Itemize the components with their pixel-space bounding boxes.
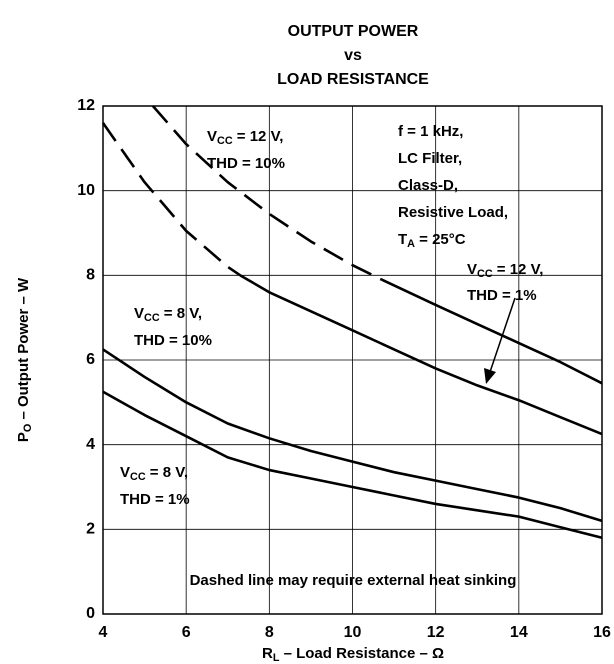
label: THD = 10% (134, 332, 212, 349)
chart-title: OUTPUT POWER (288, 23, 419, 40)
arrow-head (484, 368, 496, 384)
text-part: f = 1 kHz, (398, 123, 463, 140)
subscript: O (22, 424, 34, 432)
text-part: = 8 V, (160, 305, 202, 322)
line-series (102, 390, 603, 540)
text-part: V (120, 464, 130, 481)
x-tick-label: 10 (344, 624, 362, 641)
y-tick-label: 12 (77, 97, 95, 114)
label: VCC = 8 V, (120, 464, 188, 483)
label: THD = 1% (120, 491, 190, 508)
label: Dashed line may require external heat si… (190, 572, 517, 589)
x-tick-label: 14 (510, 624, 528, 641)
y-tick-label: 10 (77, 182, 95, 199)
label: Resistive Load, (398, 204, 508, 221)
label: PO – Output Power – W (15, 277, 34, 442)
line-series (381, 278, 603, 385)
y-tick-label: 2 (86, 521, 95, 538)
text-part: P (15, 432, 32, 442)
label: VCC = 12 V, (467, 261, 543, 280)
text-part: = 12 V, (233, 128, 284, 145)
label: TA = 25°C (398, 231, 466, 250)
label: f = 1 kHz, (398, 123, 463, 140)
text-part: THD = 10% (207, 155, 285, 172)
text-part: V (467, 261, 477, 278)
line-series (102, 348, 603, 523)
chart-title: LOAD RESISTANCE (277, 71, 429, 88)
line-series (151, 105, 383, 281)
text-part: LC Filter, (398, 150, 462, 167)
text-part: = 8 V, (146, 464, 188, 481)
chart-title: vs (344, 47, 362, 64)
text-part: THD = 10% (134, 332, 212, 349)
text-part: THD = 1% (120, 491, 190, 508)
text-part: Class-D, (398, 177, 458, 194)
line-series (101, 122, 241, 277)
text-part: V (134, 305, 144, 322)
label: THD = 1% (467, 287, 537, 304)
line-series (239, 274, 603, 436)
x-tick-label: 16 (593, 624, 611, 641)
label: LC Filter, (398, 150, 462, 167)
subscript: CC (144, 312, 160, 324)
y-tick-label: 0 (86, 605, 95, 622)
text-part: = 12 V, (493, 261, 544, 278)
subscript: CC (477, 268, 493, 280)
text-part: Dashed line may require external heat si… (190, 572, 517, 589)
y-tick-label: 4 (86, 436, 95, 453)
y-tick-label: 6 (86, 351, 95, 368)
subscript: CC (217, 135, 233, 147)
subscript: L (273, 652, 280, 664)
label: VCC = 12 V, (207, 128, 283, 147)
subscript: CC (130, 471, 146, 483)
text-part: – Load Resistance – Ω (279, 645, 444, 662)
text-part: T (398, 231, 407, 248)
y-tick-label: 8 (86, 267, 95, 284)
text-part: THD = 1% (467, 287, 537, 304)
text-part: V (207, 128, 217, 145)
label: Class-D, (398, 177, 458, 194)
subscript: A (407, 238, 415, 250)
label: VCC = 8 V, (134, 305, 202, 324)
text-part: – Output Power – W (15, 277, 32, 424)
text-part: = 25°C (415, 231, 466, 248)
label: RL – Load Resistance – Ω (262, 645, 444, 664)
label: THD = 10% (207, 155, 285, 172)
text-part: Resistive Load, (398, 204, 508, 221)
x-tick-label: 12 (427, 624, 445, 641)
x-tick-label: 4 (99, 624, 108, 641)
x-tick-label: 6 (182, 624, 191, 641)
x-tick-label: 8 (265, 624, 274, 641)
text-part: R (262, 645, 273, 662)
